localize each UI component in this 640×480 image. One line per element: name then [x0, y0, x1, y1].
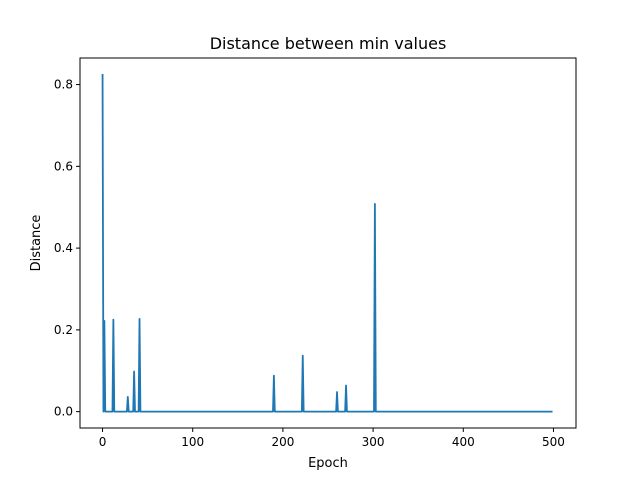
y-axis: 0.0 0.2 0.4 0.6 0.8	[54, 78, 80, 419]
x-tick-label: 500	[542, 435, 565, 449]
y-axis-label: Distance	[29, 215, 44, 272]
y-tick-label: 0.4	[54, 241, 73, 255]
y-tick-label: 0.2	[54, 323, 73, 337]
x-tick-label: 100	[181, 435, 204, 449]
x-tick-label: 300	[362, 435, 385, 449]
x-tick-label: 200	[271, 435, 294, 449]
chart-title: Distance between min values	[210, 34, 447, 53]
series-line-0	[101, 73, 553, 413]
x-tick-label: 400	[452, 435, 475, 449]
y-tick-label: 0.6	[54, 159, 73, 173]
y-tick-label: 0.0	[54, 405, 73, 419]
y-tick-label: 0.8	[54, 78, 73, 92]
x-axis: 0 100 200 300 400 500	[99, 428, 565, 449]
x-axis-label: Epoch	[308, 456, 348, 471]
x-tick-label: 0	[99, 435, 107, 449]
axes-frame	[79, 57, 577, 429]
plot-area	[101, 73, 553, 413]
